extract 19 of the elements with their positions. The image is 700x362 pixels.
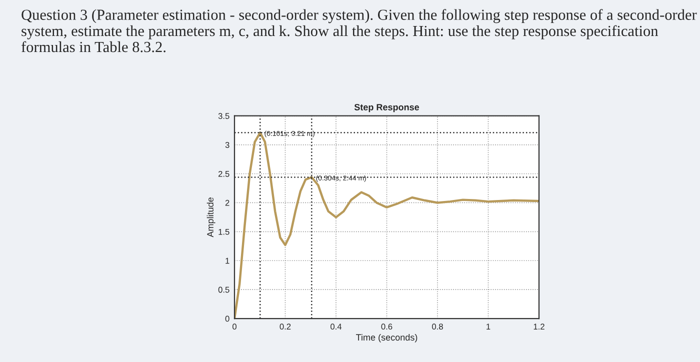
- y-tick-label: 2: [225, 200, 230, 206]
- chart-title: Step Response: [354, 104, 420, 112]
- text: Question 3 (Parameter estimation - second-order system). Given the following step response of a second-order system, estimate the parameters m, c, and k. Show all the steps. Hint: use the step response specification formulas in Table 8.3.2.: [21, 9, 697, 52]
- x-tick-label: 0.6: [381, 324, 392, 330]
- x-tick-label: 1: [486, 324, 490, 330]
- y-tick-label: 2.5: [218, 170, 230, 177]
- y-tick-label: 0: [225, 316, 230, 322]
- x-tick-label: 0.4: [330, 324, 342, 330]
- x-axis-title: Time (seconds): [356, 334, 418, 342]
- y-axis-title: Amplitude: [206, 198, 216, 238]
- y-tick-label: 3: [225, 142, 230, 148]
- x-tick-label: 0.8: [432, 324, 443, 330]
- y-tick-label: 1: [226, 258, 230, 264]
- x-tick-label: 0: [232, 324, 236, 330]
- x-tick-label: 1.2: [534, 324, 544, 330]
- y-tick-label: 3.5: [218, 113, 230, 119]
- y-tick-label: 1.5: [218, 228, 230, 235]
- x-tick-label: 0.2: [280, 324, 291, 330]
- y-tick-label: 0.5: [218, 286, 230, 293]
